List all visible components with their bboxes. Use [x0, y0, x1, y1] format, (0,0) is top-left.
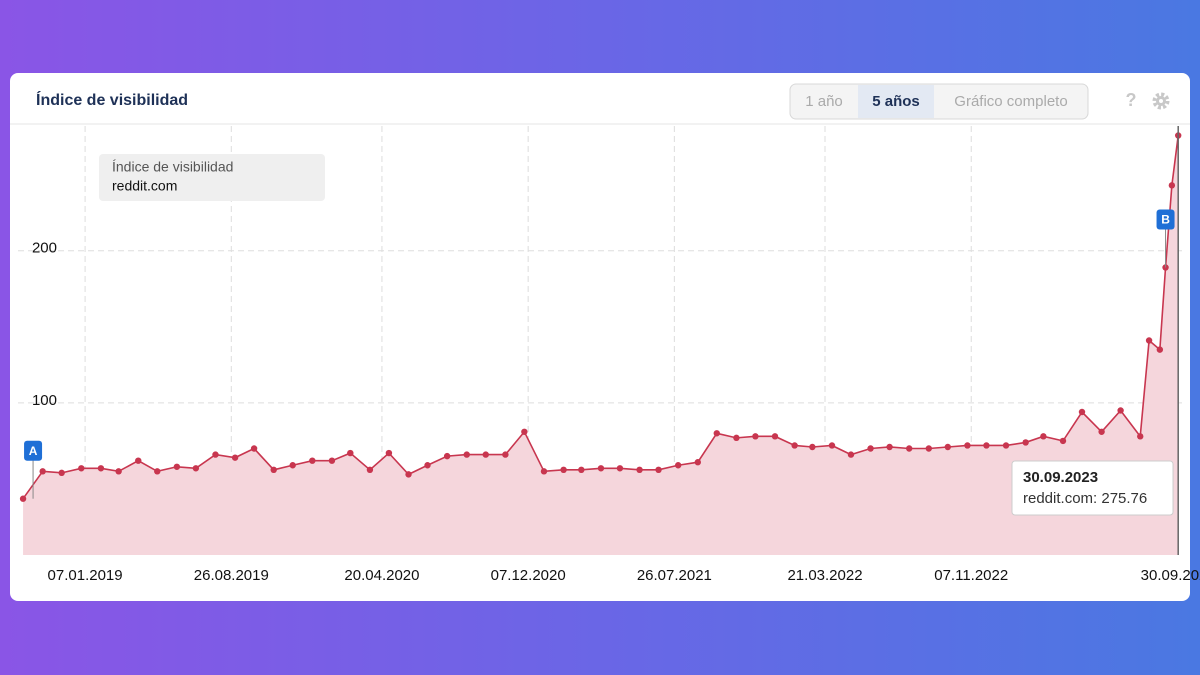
x-tick-label: 26.08.2019	[194, 567, 269, 584]
x-tick-label: 07.01.2019	[48, 567, 123, 584]
point	[540, 468, 548, 475]
y-tick-label: 100	[32, 392, 57, 409]
x-tick-label: 07.11.2022	[934, 567, 1008, 584]
x-tick-label: 07.12.2020	[491, 567, 566, 584]
point	[1040, 433, 1047, 440]
gear-hole	[1159, 99, 1163, 103]
point	[521, 428, 528, 435]
point	[405, 471, 412, 478]
annotation-flag	[1156, 209, 1175, 230]
point	[19, 495, 27, 502]
point	[655, 466, 662, 474]
point	[1078, 408, 1086, 416]
point	[886, 443, 893, 451]
range-button[interactable]: 5 años	[872, 93, 920, 110]
range-button[interactable]: Gráfico completo	[954, 93, 1067, 110]
point	[173, 463, 181, 470]
point	[1022, 439, 1029, 446]
point	[309, 457, 316, 464]
settings-icon[interactable]	[1152, 92, 1170, 110]
point	[39, 468, 46, 475]
tooltip-label: reddit.com: 275.76	[1023, 490, 1147, 507]
button-active-bg	[858, 85, 934, 118]
range-buttons: 1 año 5 años Gráfico completo	[789, 83, 1089, 120]
point	[1002, 442, 1010, 449]
range-button[interactable]: 1 año	[805, 93, 843, 110]
tooltip-title: 30.09.2023	[1023, 469, 1098, 486]
point	[578, 466, 585, 474]
tooltip-box	[1011, 460, 1174, 516]
chart-title: Índice de visibilidad	[36, 90, 188, 109]
point	[443, 452, 451, 460]
point	[828, 442, 836, 449]
y-tick-label: 200	[32, 240, 57, 257]
point	[1137, 433, 1144, 440]
point	[597, 465, 605, 472]
point	[385, 449, 393, 457]
point	[1156, 346, 1164, 353]
line	[22, 135, 1179, 500]
point	[616, 465, 624, 472]
point	[212, 451, 219, 458]
point	[135, 457, 142, 464]
point	[289, 462, 296, 469]
annotation-label: B	[1161, 213, 1170, 227]
point	[154, 468, 161, 475]
point	[347, 449, 354, 457]
point	[328, 457, 336, 464]
point	[424, 462, 431, 469]
legend-label: reddit.com	[112, 178, 177, 194]
point	[97, 465, 105, 472]
point	[983, 442, 990, 449]
point	[250, 445, 258, 452]
point	[270, 466, 277, 474]
point	[771, 433, 779, 440]
legend-title: Índice de visibilidad	[112, 159, 233, 175]
point	[791, 442, 798, 449]
point	[964, 442, 971, 449]
point	[78, 465, 85, 472]
point	[847, 451, 855, 458]
point	[502, 451, 509, 458]
point	[366, 466, 374, 474]
point	[463, 451, 470, 458]
point	[905, 445, 913, 452]
point	[636, 466, 643, 474]
plot: 07.01.2019 26.08.2019 20.04.2020 07.12.2020…	[18, 126, 1200, 584]
point	[482, 451, 489, 458]
point	[560, 466, 567, 474]
point	[192, 465, 200, 472]
point	[1098, 428, 1105, 435]
point	[674, 462, 682, 469]
point	[58, 469, 65, 477]
legend-box	[99, 154, 325, 201]
gear	[1152, 92, 1170, 110]
point	[752, 433, 759, 440]
point	[1117, 407, 1124, 414]
point	[1059, 437, 1067, 445]
annotation-label: A	[29, 444, 38, 458]
point	[115, 468, 122, 475]
x-tick-label: 21.03.2022	[787, 567, 862, 584]
point	[733, 434, 740, 442]
point	[694, 459, 701, 466]
point	[231, 454, 239, 461]
help-icon[interactable]: ?	[1126, 90, 1137, 110]
annotation-flag	[24, 440, 43, 461]
point	[1168, 182, 1176, 189]
point	[867, 445, 874, 452]
x-tick-label: 20.04.2020	[344, 567, 419, 584]
point	[944, 443, 952, 451]
x-tick-label: 26.07.2021	[637, 567, 712, 584]
point	[809, 443, 816, 451]
x-tick-label: 30.09.2023	[1141, 567, 1200, 584]
point	[713, 430, 720, 437]
point	[1145, 337, 1153, 344]
point	[925, 445, 933, 452]
